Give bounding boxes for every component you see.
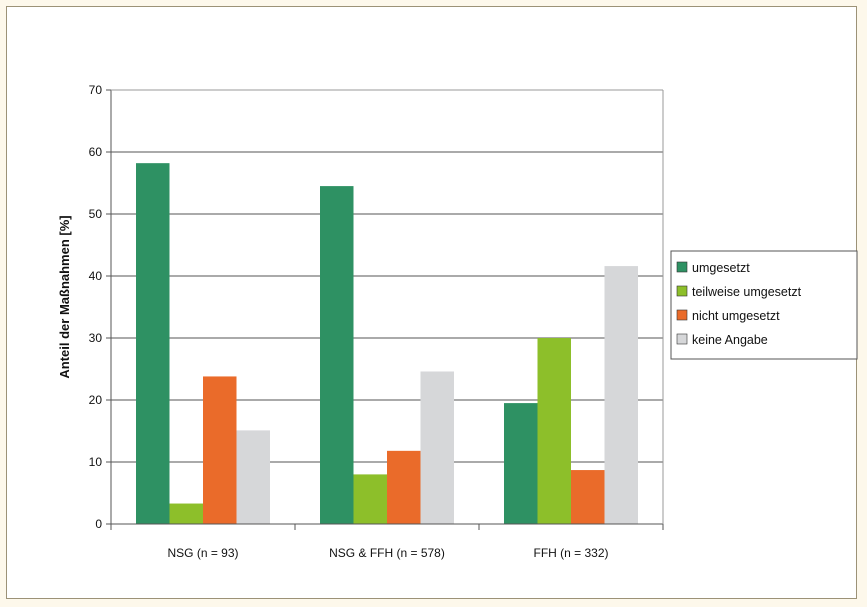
- y-tick-label: 70: [89, 83, 103, 97]
- legend-swatch: [676, 261, 688, 273]
- bar-chart: 0 10 20 30 40 50 60 70 NSG (n = 93) NSG & FFH (n …: [57, 83, 858, 560]
- x-tick-label: NSG (n = 93): [167, 546, 238, 560]
- bar-keine-Angabe-2: [604, 266, 638, 524]
- bar-teilweise-umgesetzt-0: [169, 503, 203, 524]
- bar-umgesetzt-1: [320, 186, 354, 524]
- legend-swatch: [676, 285, 688, 297]
- y-tick-label: 10: [89, 455, 103, 469]
- y-tick-label: 60: [89, 145, 103, 159]
- legend: umgesetzt teilweise umgesetzt nicht umgese…: [670, 250, 858, 360]
- gridlines: [111, 89, 663, 463]
- y-tick-label: 50: [89, 207, 103, 221]
- legend-label: nicht umgesetzt: [692, 309, 780, 323]
- y-tick-label: 0: [95, 517, 102, 531]
- bars: [136, 163, 638, 524]
- legend-label: keine Angabe: [692, 333, 768, 347]
- legend-label: teilweise umgesetzt: [692, 285, 802, 299]
- legend-swatch: [676, 333, 688, 345]
- bar-keine-Angabe-1: [420, 371, 454, 524]
- bar-umgesetzt-0: [136, 163, 170, 524]
- bar-keine-Angabe-0: [236, 430, 270, 524]
- legend-swatch: [676, 309, 688, 321]
- bar-umgesetzt-2: [504, 403, 538, 524]
- bar-nicht-umgesetzt-0: [203, 376, 237, 524]
- legend-label: umgesetzt: [692, 261, 750, 275]
- axes: [106, 89, 664, 530]
- legend-box: [670, 250, 858, 360]
- x-tick-label: NSG & FFH (n = 578): [329, 546, 445, 560]
- y-axis-title: Anteil der Maßnahmen [%]: [57, 215, 72, 378]
- x-tick-label: FFH (n = 332): [533, 546, 608, 560]
- bar-nicht-umgesetzt-2: [571, 470, 605, 524]
- y-tick-label: 40: [89, 269, 103, 283]
- chart-frame: 0 10 20 30 40 50 60 70 NSG (n = 93) NSG & FFH (n …: [6, 6, 858, 599]
- y-tick-label: 30: [89, 331, 103, 345]
- y-tick-label: 20: [89, 393, 103, 407]
- tick-labels: 0 10 20 30 40 50 60 70 NSG (n = 93) NSG & FFH (n …: [89, 83, 609, 560]
- bar-nicht-umgesetzt-1: [387, 450, 421, 524]
- bar-teilweise-umgesetzt-2: [537, 338, 571, 524]
- bar-teilweise-umgesetzt-1: [353, 474, 387, 524]
